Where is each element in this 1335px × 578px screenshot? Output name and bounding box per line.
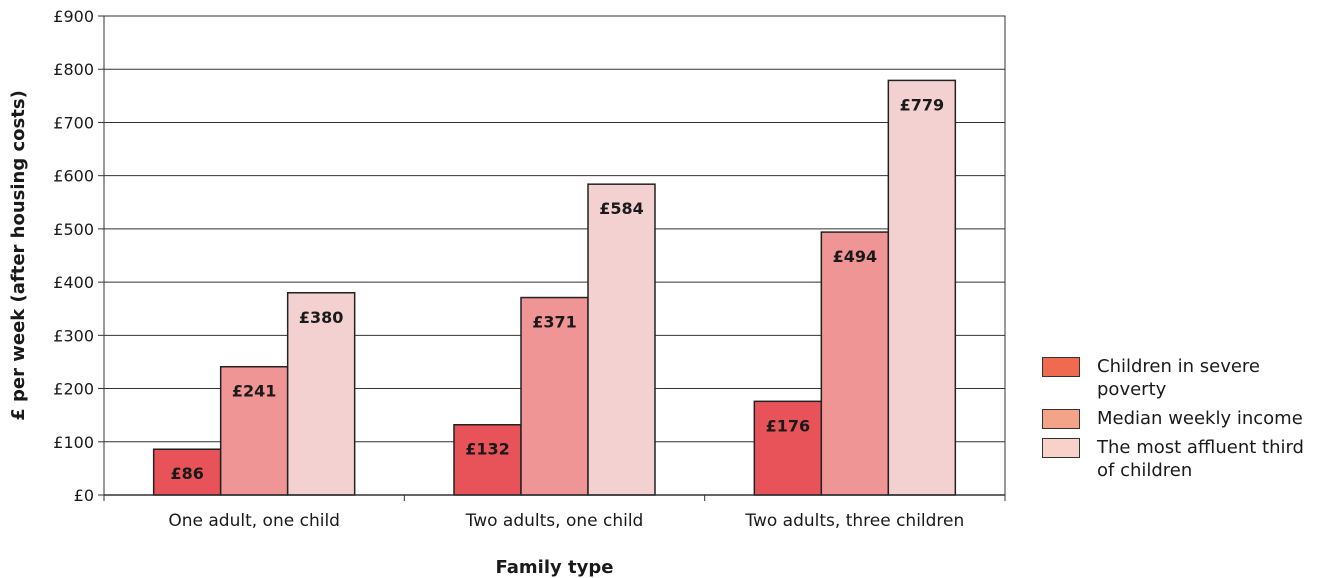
y-axis-ticks: £0 £100 £200 £300 £400 £500 £600 £700 £800 £900 — [53, 7, 104, 505]
legend-swatch — [1042, 357, 1080, 377]
data-label: £494 — [833, 247, 878, 266]
y-tick-label: £300 — [53, 326, 94, 345]
data-label: £132 — [465, 440, 510, 459]
x-category-label: Two adults, three children — [744, 511, 964, 531]
y-tick-label: £400 — [53, 273, 94, 292]
legend-swatch — [1042, 438, 1080, 458]
legend: Children in severe poverty Median weekly… — [1042, 355, 1332, 488]
bar — [520, 296, 589, 496]
bar — [887, 79, 957, 496]
bar — [453, 423, 522, 496]
data-label: £380 — [299, 308, 344, 327]
y-tick-label: £100 — [53, 433, 94, 452]
x-category-label: Two adults, one child — [465, 511, 644, 531]
data-label: £241 — [232, 382, 277, 401]
y-tick-label: £600 — [53, 167, 94, 186]
y-tick-label: £500 — [53, 220, 94, 239]
legend-label: The most affluent third of children — [1097, 437, 1304, 481]
legend-item-severe-poverty: Children in severe poverty — [1042, 355, 1332, 401]
data-labels: £86 £241 £380 £132 £371 £584 £176 £494 £779 — [170, 95, 944, 483]
y-tick-label: £200 — [53, 380, 94, 399]
legend-label: Children in severe poverty — [1097, 356, 1261, 400]
y-tick-label: £800 — [53, 60, 94, 79]
legend-swatch — [1042, 409, 1080, 429]
data-label: £176 — [766, 416, 811, 435]
data-label: £86 — [170, 464, 203, 483]
legend-item-median-income: Median weekly income — [1042, 407, 1332, 430]
y-axis-title: £ per week (after housing costs) — [8, 90, 29, 421]
data-label: £584 — [599, 199, 644, 218]
data-label: £371 — [532, 313, 577, 332]
legend-item-affluent-third: The most affluent third of children — [1042, 436, 1332, 482]
bar — [219, 365, 289, 496]
bar — [820, 231, 890, 496]
x-axis-title: Family type — [496, 557, 614, 578]
bar — [286, 292, 356, 496]
data-label: £779 — [900, 95, 945, 114]
legend-label: Median weekly income — [1097, 408, 1303, 429]
y-tick-label: £900 — [53, 7, 94, 26]
y-tick-label: £700 — [53, 113, 94, 132]
bar — [587, 183, 656, 496]
x-axis-categories: One adult, one child Two adults, one chil… — [103, 495, 1006, 531]
x-category-label: One adult, one child — [168, 511, 340, 531]
bars — [152, 79, 957, 496]
y-tick-label: £0 — [74, 486, 94, 505]
